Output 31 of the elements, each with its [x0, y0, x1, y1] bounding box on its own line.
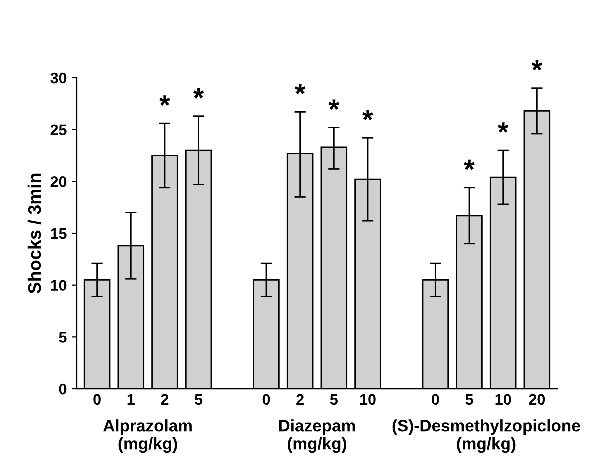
- data-label: *: [532, 60, 543, 71]
- text: (S)-Desmethylzopiclone (mg/kg): [392, 420, 580, 454]
- text: Diazepam (mg/kg): [279, 420, 356, 454]
- data-label: *: [362, 110, 374, 120]
- x-tick-label: 5: [466, 394, 474, 406]
- x-tick-label: 0: [94, 394, 101, 406]
- data-label: *: [160, 96, 170, 106]
- x-tick-label: 5: [195, 394, 203, 406]
- y-tick-label: 10: [51, 280, 67, 292]
- text: Alprazolam (mg/kg): [104, 420, 192, 454]
- data-label: *: [193, 88, 204, 99]
- x-tick-label: 20: [529, 394, 546, 406]
- x-tick-label: 5: [330, 394, 338, 406]
- data-label: *: [295, 84, 306, 95]
- x-tick-label: 2: [296, 394, 304, 405]
- x-tick-label: 0: [432, 394, 440, 406]
- y-tick-label: 30: [50, 72, 67, 84]
- y-axis-title: Shocks / 3min: [28, 174, 42, 294]
- y-tick-label: 5: [59, 332, 67, 343]
- y-tick-label: 0: [59, 384, 67, 395]
- data-label: *: [498, 122, 509, 133]
- y-tick-label: 25: [50, 124, 67, 136]
- x-tick-label: 2: [161, 394, 169, 405]
- data-label: *: [464, 160, 475, 170]
- x-tick-label: 1: [128, 394, 135, 405]
- x-tick-label: 10: [496, 394, 512, 406]
- x-tick-label: 10: [360, 394, 376, 406]
- y-tick-label: 15: [51, 228, 67, 240]
- data-label: *: [328, 100, 340, 110]
- x-tick-label: 0: [262, 394, 270, 406]
- y-tick-label: 20: [50, 176, 67, 188]
